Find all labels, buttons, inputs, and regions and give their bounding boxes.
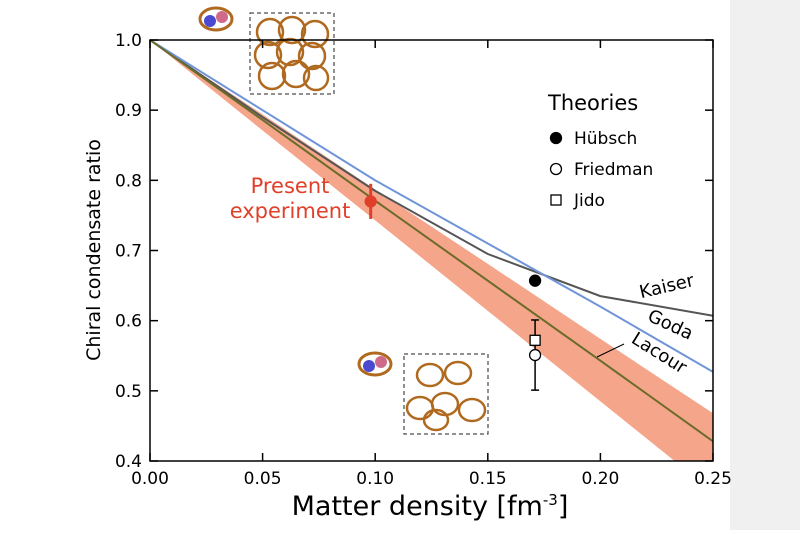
x-tick-label: 0.25 xyxy=(694,469,732,489)
data-point xyxy=(528,348,542,362)
x-axis-title: Matter density [fm-3] xyxy=(292,491,569,522)
illustration-top xyxy=(198,6,335,95)
series-line xyxy=(150,40,713,317)
series-line xyxy=(150,40,713,443)
x-axis-title-main: Matter density [fm xyxy=(292,491,543,522)
x-tick-label: 0.05 xyxy=(244,469,282,489)
x-axis-title-sup: -3 xyxy=(543,491,558,509)
x-tick-label: 0.00 xyxy=(131,469,169,489)
series-label: Kaiser xyxy=(637,270,696,303)
annotation: Present experiment xyxy=(230,174,351,223)
annotation-line: experiment xyxy=(230,199,351,223)
legend-label: Friedman xyxy=(574,160,653,180)
annotation-line: Present xyxy=(251,174,330,198)
legend-marker xyxy=(549,162,563,176)
data-point xyxy=(364,195,377,208)
y-tick-label: 0.7 xyxy=(115,242,142,262)
data-point xyxy=(528,274,542,287)
legend-label: Hübsch xyxy=(574,129,637,149)
data-point xyxy=(529,334,541,346)
x-axis-title-end: ] xyxy=(558,491,569,522)
x-tick-label: 0.15 xyxy=(469,469,507,489)
y-tick-label: 1.0 xyxy=(115,31,142,51)
y-tick-label: 0.5 xyxy=(115,382,142,402)
leader-line xyxy=(596,343,625,358)
y-tick-label: 0.8 xyxy=(115,171,142,191)
legend-marker xyxy=(549,131,563,145)
series-line xyxy=(150,40,713,373)
legend-marker xyxy=(550,194,562,206)
x-tick-label: 0.10 xyxy=(356,469,394,489)
y-tick-label: 0.9 xyxy=(115,101,142,121)
uncertainty-band xyxy=(150,40,713,461)
y-tick-label: 0.4 xyxy=(115,452,142,472)
side-strip xyxy=(730,0,800,530)
plot-area xyxy=(150,40,713,461)
y-tick-label: 0.6 xyxy=(115,312,142,332)
illustration-bottom xyxy=(357,351,489,435)
y-axis-title: Chiral condensate ratio xyxy=(83,139,105,361)
x-tick-label: 0.20 xyxy=(581,469,619,489)
legend-title: Theories xyxy=(547,91,638,115)
legend-label: Jido xyxy=(573,191,605,211)
